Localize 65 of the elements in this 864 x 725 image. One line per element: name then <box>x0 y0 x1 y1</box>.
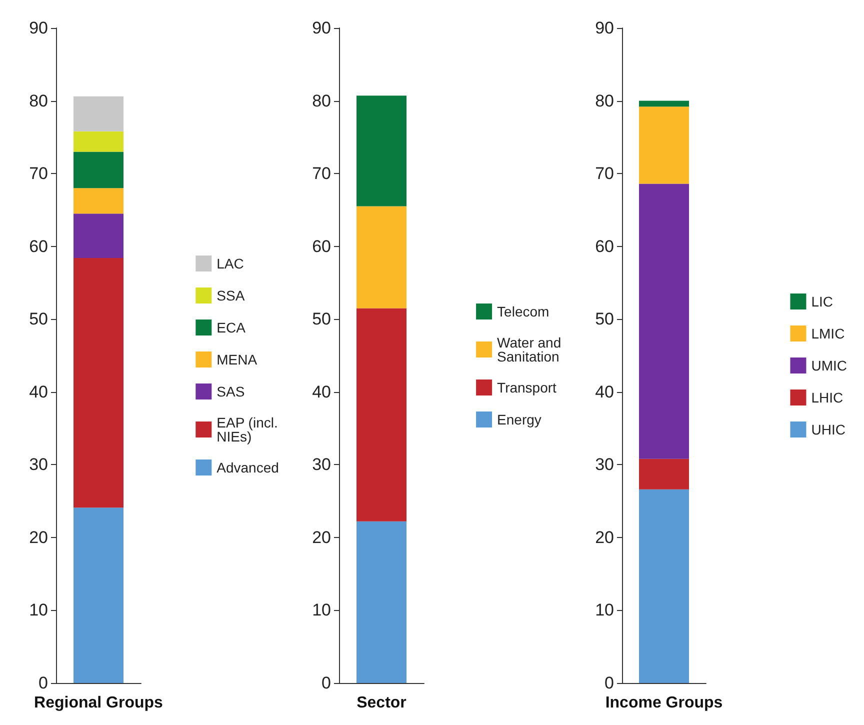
bar <box>639 106 689 184</box>
y-tick-label: 80 <box>29 91 48 110</box>
y-tick-label: 20 <box>595 528 614 547</box>
bar <box>74 508 124 683</box>
y-tick-label: 90 <box>312 18 331 38</box>
legend-label: MENA <box>216 352 258 368</box>
y-tick-label: 80 <box>595 91 614 110</box>
bar <box>639 184 689 459</box>
y-tick-label: 10 <box>595 600 614 620</box>
y-tick-label: 40 <box>312 382 331 402</box>
y-tick-label: 90 <box>595 18 614 38</box>
legend-label: Energy <box>497 412 542 428</box>
y-tick-label: 60 <box>312 236 331 256</box>
bar <box>74 96 124 132</box>
legend-label: Advanced <box>216 460 279 476</box>
bar <box>74 152 124 188</box>
x-tick-label: Sector <box>356 694 406 712</box>
y-tick-label: 50 <box>29 310 48 329</box>
y-tick-label: 20 <box>29 528 48 547</box>
bar <box>356 521 406 683</box>
bar <box>356 96 406 206</box>
bar <box>74 258 124 508</box>
legend-label: Water and Sanitation <box>497 334 566 364</box>
y-tick-label: 30 <box>29 455 48 474</box>
y-tick-label: 0 <box>38 674 48 692</box>
y-tick-label: 40 <box>29 382 48 402</box>
y-tick-label: 50 <box>312 310 331 329</box>
y-tick-label: 90 <box>29 18 48 38</box>
bar <box>74 131 124 152</box>
y-tick-label: 70 <box>595 164 614 184</box>
legend-label: ECA <box>216 320 246 336</box>
bar <box>356 206 406 308</box>
y-tick-label: 20 <box>312 528 331 547</box>
bar <box>639 489 689 683</box>
y-tick-label: 30 <box>312 455 331 474</box>
legend-label: EAP (incl. NIEs) <box>216 414 282 444</box>
y-tick-label: 70 <box>312 164 331 184</box>
legend-label: LMIC <box>811 326 845 342</box>
y-tick-label: 50 <box>595 310 614 329</box>
legend-label: UHIC <box>811 422 846 438</box>
legend-label: LIC <box>811 294 834 310</box>
legend-label: Telecom <box>497 304 550 320</box>
bar <box>74 214 124 258</box>
legend-label: LAC <box>216 256 244 272</box>
y-tick-label: 60 <box>29 236 48 256</box>
bar <box>74 188 124 214</box>
bar <box>639 100 689 107</box>
y-tick-label: 30 <box>595 455 614 474</box>
y-tick-label: 40 <box>595 382 614 402</box>
legend-label: SSA <box>216 288 246 304</box>
legend-label: LHIC <box>811 390 844 406</box>
y-tick-label: 10 <box>312 600 331 620</box>
bar <box>356 308 406 522</box>
bar <box>639 458 689 490</box>
y-tick-label: 60 <box>595 236 614 256</box>
legend-label: SAS <box>216 384 245 400</box>
y-tick-label: 0 <box>322 674 331 692</box>
x-tick-label: Regional Groups <box>34 694 164 712</box>
y-tick-label: 10 <box>29 600 48 620</box>
legend-label: Transport <box>497 380 557 396</box>
y-tick-label: 0 <box>604 674 614 692</box>
y-tick-label: 70 <box>29 164 48 184</box>
legend-label: UMIC <box>811 358 848 374</box>
x-tick-label: Income Groups <box>605 694 723 712</box>
y-tick-label: 80 <box>312 91 331 110</box>
